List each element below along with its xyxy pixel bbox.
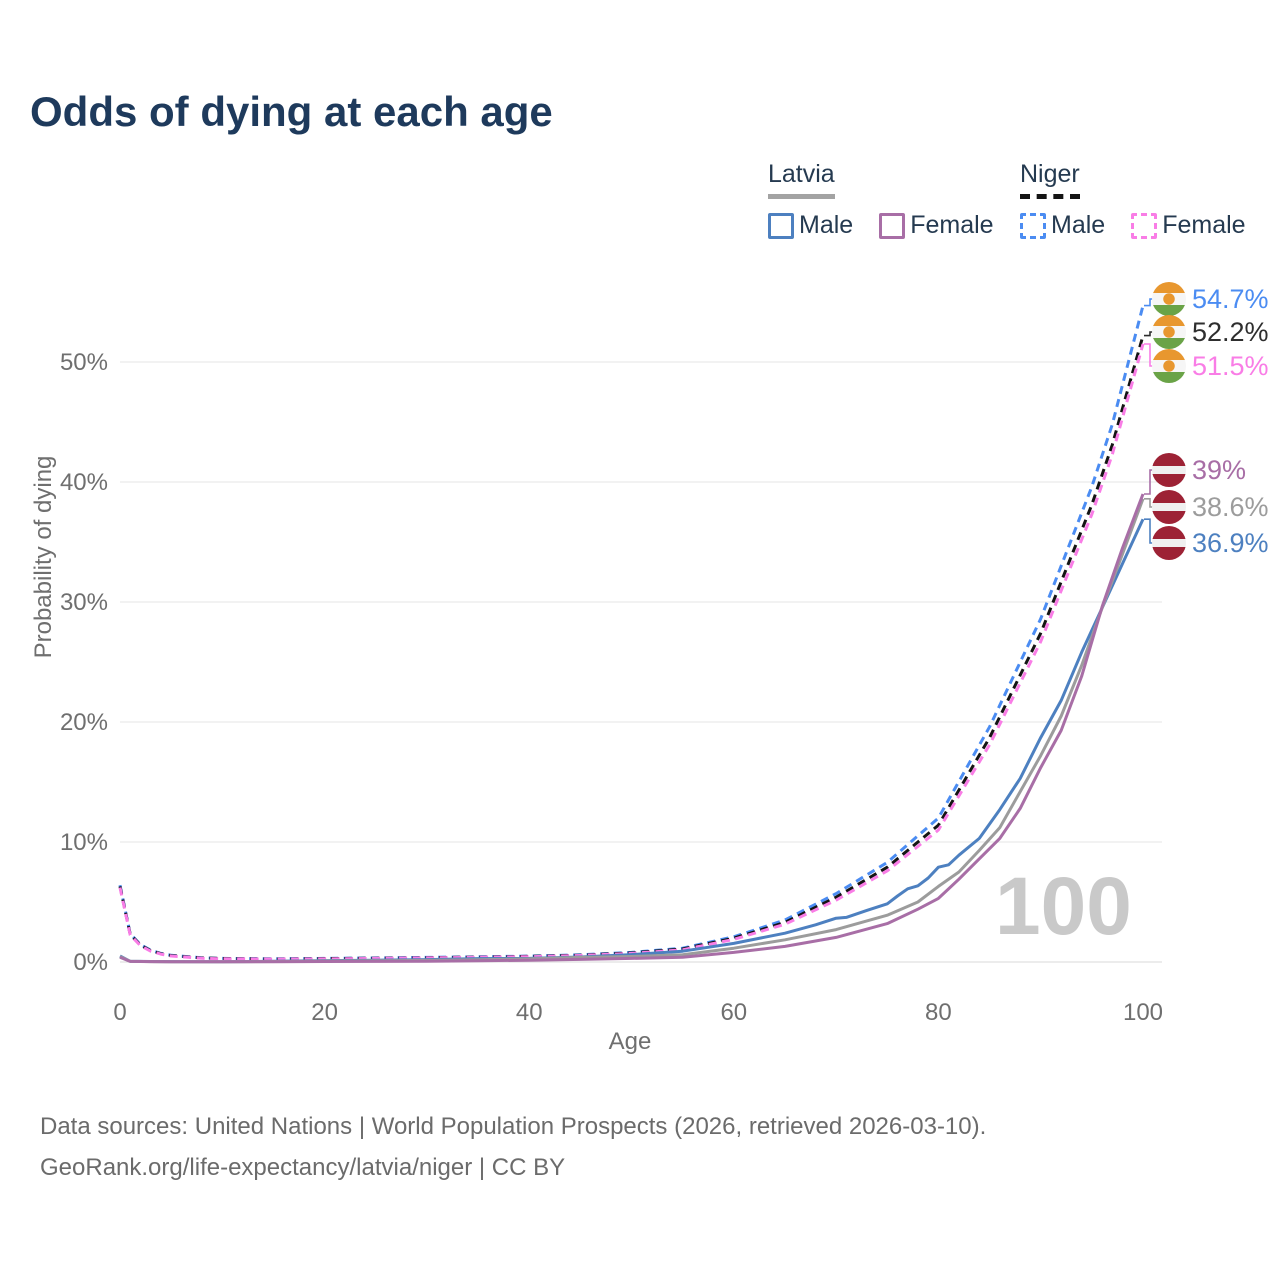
page-title: Odds of dying at each age (30, 88, 553, 135)
y-tick-label: 50% (60, 349, 108, 376)
legend-items-latvia: Male Female (768, 211, 1020, 240)
x-tick-label: 100 (1123, 999, 1163, 1026)
end-label-row-latvia_female: 39% (1152, 453, 1246, 487)
end-label-row-latvia_male: 36.9% (1152, 526, 1269, 560)
end-label-row-latvia_total: 38.6% (1152, 490, 1269, 524)
series-line-niger_total (118, 335, 1145, 961)
end-label-row-niger_male: 54.7% (1152, 282, 1269, 316)
legend-group-latvia: Latvia Male Female (768, 160, 1020, 240)
legend-group-niger: Niger Male Female (1020, 160, 1272, 240)
series-line-niger_female (118, 343, 1145, 961)
series-line-niger_male (118, 305, 1145, 961)
legend-swatch-latvia-female[interactable] (879, 212, 906, 239)
legend-country-latvia[interactable]: Latvia (768, 160, 835, 199)
end-label-value-niger_total: 52.2% (1192, 316, 1269, 347)
x-tick-label: 40 (516, 999, 543, 1026)
niger-flag-icon (1152, 315, 1186, 349)
y-tick-label: 0% (73, 949, 108, 976)
y-tick-label: 30% (60, 589, 108, 616)
x-tick-label: 0 (113, 999, 126, 1026)
legend-label-latvia-female[interactable]: Female (910, 211, 994, 239)
y-tick-label: 10% (60, 829, 108, 856)
x-tick-label: 60 (720, 999, 747, 1026)
x-tick-label: 20 (311, 999, 338, 1026)
y-tick-label: 40% (60, 469, 108, 496)
footer-url-line: GeoRank.org/life-expectancy/latvia/niger… (40, 1154, 566, 1181)
latvia-flag-icon (1152, 453, 1186, 487)
end-label-value-latvia_female: 39% (1192, 454, 1247, 485)
series-line-latvia_male (119, 518, 1145, 964)
legend-label-latvia-male[interactable]: Male (799, 211, 854, 239)
latvia-flag-icon (1152, 526, 1186, 560)
niger-flag-icon (1152, 349, 1186, 383)
footer: Data sources: United Nations | World Pop… (40, 1106, 986, 1188)
series-line-latvia_female (119, 493, 1145, 964)
legend-country-niger[interactable]: Niger (1020, 160, 1080, 199)
y-tick-label: 20% (60, 709, 108, 736)
end-label-row-niger_total: 52.2% (1152, 315, 1269, 349)
latvia-flag-icon (1152, 490, 1186, 524)
end-label-row-niger_female: 51.5% (1152, 349, 1269, 383)
series-line-latvia_total (119, 498, 1145, 964)
footer-source-line: Data sources: United Nations | World Pop… (40, 1113, 987, 1140)
age-watermark: 100 (995, 861, 1132, 952)
legend-swatch-latvia-male[interactable] (768, 212, 794, 239)
y-axis-title: Probability of dying (30, 455, 57, 659)
legend-label-niger-female[interactable]: Female (1162, 211, 1246, 239)
legend-swatch-niger-male[interactable] (1020, 212, 1046, 239)
x-axis-title: Age (608, 1028, 652, 1055)
end-label-value-latvia_total: 38.6% (1192, 491, 1269, 522)
end-label-value-niger_male: 54.7% (1192, 283, 1269, 314)
legend-items-niger: Male Female (1020, 211, 1272, 240)
legend-swatch-niger-female[interactable] (1131, 212, 1158, 239)
end-label-value-niger_female: 51.5% (1192, 350, 1269, 381)
x-tick-label: 80 (925, 999, 952, 1026)
legend-label-niger-male[interactable]: Male (1051, 211, 1106, 239)
niger-flag-icon (1152, 282, 1186, 316)
end-label-value-latvia_male: 36.9% (1192, 527, 1269, 558)
